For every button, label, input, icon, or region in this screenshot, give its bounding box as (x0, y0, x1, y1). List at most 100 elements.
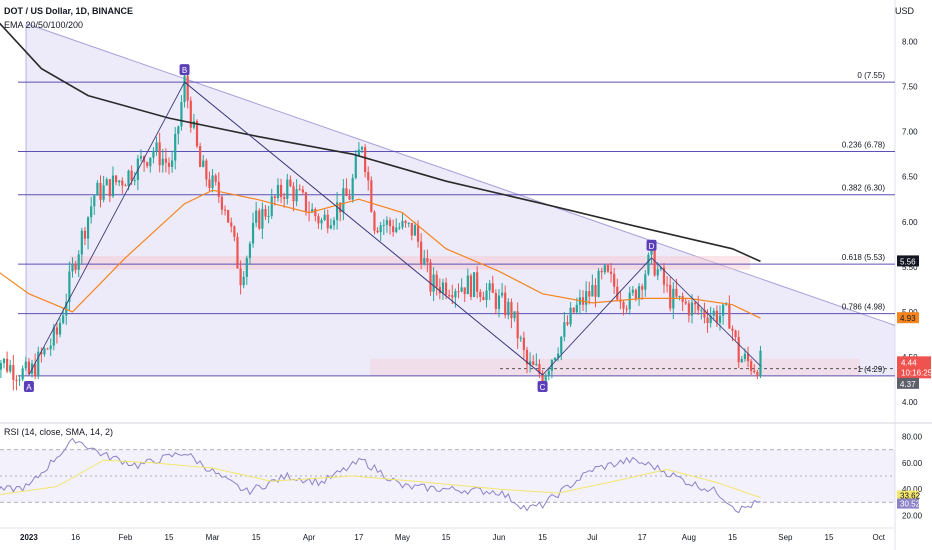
fib-level-label: 0.382 (6.30) (842, 184, 885, 193)
date-tick-label: Aug (682, 533, 696, 542)
candle-body (96, 182, 99, 196)
rsi-line (0, 437, 761, 514)
fib-level-label: 0 (7.55) (857, 71, 885, 80)
candle-body (364, 147, 367, 173)
ema-200-line (0, 22, 761, 263)
candle-body (519, 337, 522, 339)
rsi-sma-line (0, 459, 761, 498)
currency-label[interactable]: USD (894, 6, 914, 16)
candle-body (68, 271, 71, 302)
pattern-point-label: C (540, 383, 546, 392)
candle-body (0, 363, 2, 370)
candle-body (641, 286, 644, 290)
date-tick-label: 17 (354, 533, 363, 542)
candle-body (500, 292, 504, 296)
candle-body (146, 162, 149, 167)
candle-body (27, 361, 31, 374)
fib-level-label: 0.618 (5.53) (842, 253, 885, 262)
candle-body (385, 220, 389, 225)
candle-body (522, 337, 525, 350)
candle-body (205, 160, 208, 180)
candle-body (258, 210, 261, 229)
price-tick-label: 7.00 (902, 128, 918, 137)
candle-body (529, 361, 532, 365)
candle-body (37, 351, 40, 377)
candle-body (731, 328, 734, 331)
candle-body (332, 220, 336, 226)
candle-body (127, 170, 130, 186)
candle-body (625, 308, 628, 310)
candle-body (354, 156, 357, 178)
candle-body (557, 353, 560, 358)
candle-body (569, 307, 572, 325)
candle-body (706, 317, 709, 323)
rsi-sma-value: 33.62 (900, 492, 921, 501)
candle-body (634, 289, 638, 300)
ema-indicator-label[interactable]: EMA 20/50/100/200 (4, 20, 84, 30)
fib-level-label: 1 (4.29) (857, 365, 885, 374)
candle-body (202, 160, 205, 167)
candle-body (9, 365, 12, 372)
candle-body (167, 162, 171, 167)
candle-body (214, 175, 217, 182)
candle-body (171, 160, 174, 167)
rsi-lines (0, 437, 761, 514)
price-tick-label: 4.00 (902, 398, 918, 407)
candle-body (161, 158, 164, 166)
date-tick-label: Oct (873, 533, 886, 542)
candle-body (86, 217, 90, 239)
candle-body (130, 170, 133, 181)
candle-body (270, 196, 273, 216)
rsi-sma-tag (897, 490, 919, 501)
candle-body (472, 272, 476, 297)
candle-body (647, 254, 650, 275)
price-tag-ema-50 (897, 312, 919, 324)
candle-body (566, 322, 569, 325)
bc-leg (184, 81, 543, 376)
price-tick-label: 7.50 (902, 83, 918, 92)
candle-body (675, 288, 678, 297)
symbol-title[interactable]: DOT / US Dollar, 1D, BINANCE (4, 6, 134, 16)
candle-body (357, 149, 360, 157)
candle-body (737, 336, 740, 363)
candle-body (659, 267, 662, 270)
candle-body (264, 208, 267, 217)
candle-body (223, 209, 227, 211)
fib-level-label: 0.786 (4.98) (842, 303, 885, 312)
candle-body (279, 184, 283, 198)
candle-body (432, 274, 435, 292)
candle-body (155, 142, 158, 152)
candle-body (40, 351, 43, 355)
candle-body (152, 151, 155, 158)
candle-body (183, 75, 186, 103)
candle-body (395, 227, 398, 233)
candle-body (513, 311, 516, 319)
candle-body (479, 291, 482, 297)
candle-body (301, 189, 304, 193)
candle-body (441, 282, 445, 294)
price-tick-label: 8.00 (902, 38, 918, 47)
price-tick-label: 6.00 (902, 218, 918, 227)
rsi-indicator-label[interactable]: RSI (14, close, SMA, 14, 2) (4, 427, 114, 437)
date-tick-label: 17 (638, 533, 647, 542)
date-tick-label: 15 (728, 533, 737, 542)
candle-body (609, 271, 613, 274)
date-tick-label: Feb (119, 533, 133, 542)
rsi-tick-label: 20.00 (902, 511, 923, 520)
support-zone (370, 358, 860, 376)
candle-body (740, 359, 743, 363)
last-price-value: 4.44 (901, 358, 917, 367)
candle-body (292, 186, 295, 202)
candle-body (326, 214, 329, 229)
candle-body (255, 210, 258, 223)
candle-body (21, 368, 24, 380)
rsi-value-tag (897, 498, 919, 509)
candle-body (77, 254, 80, 270)
candle-body (367, 172, 370, 181)
candle-body (435, 274, 438, 288)
candle-body (239, 268, 242, 286)
candle-body (600, 270, 603, 273)
candle-body (52, 327, 55, 346)
